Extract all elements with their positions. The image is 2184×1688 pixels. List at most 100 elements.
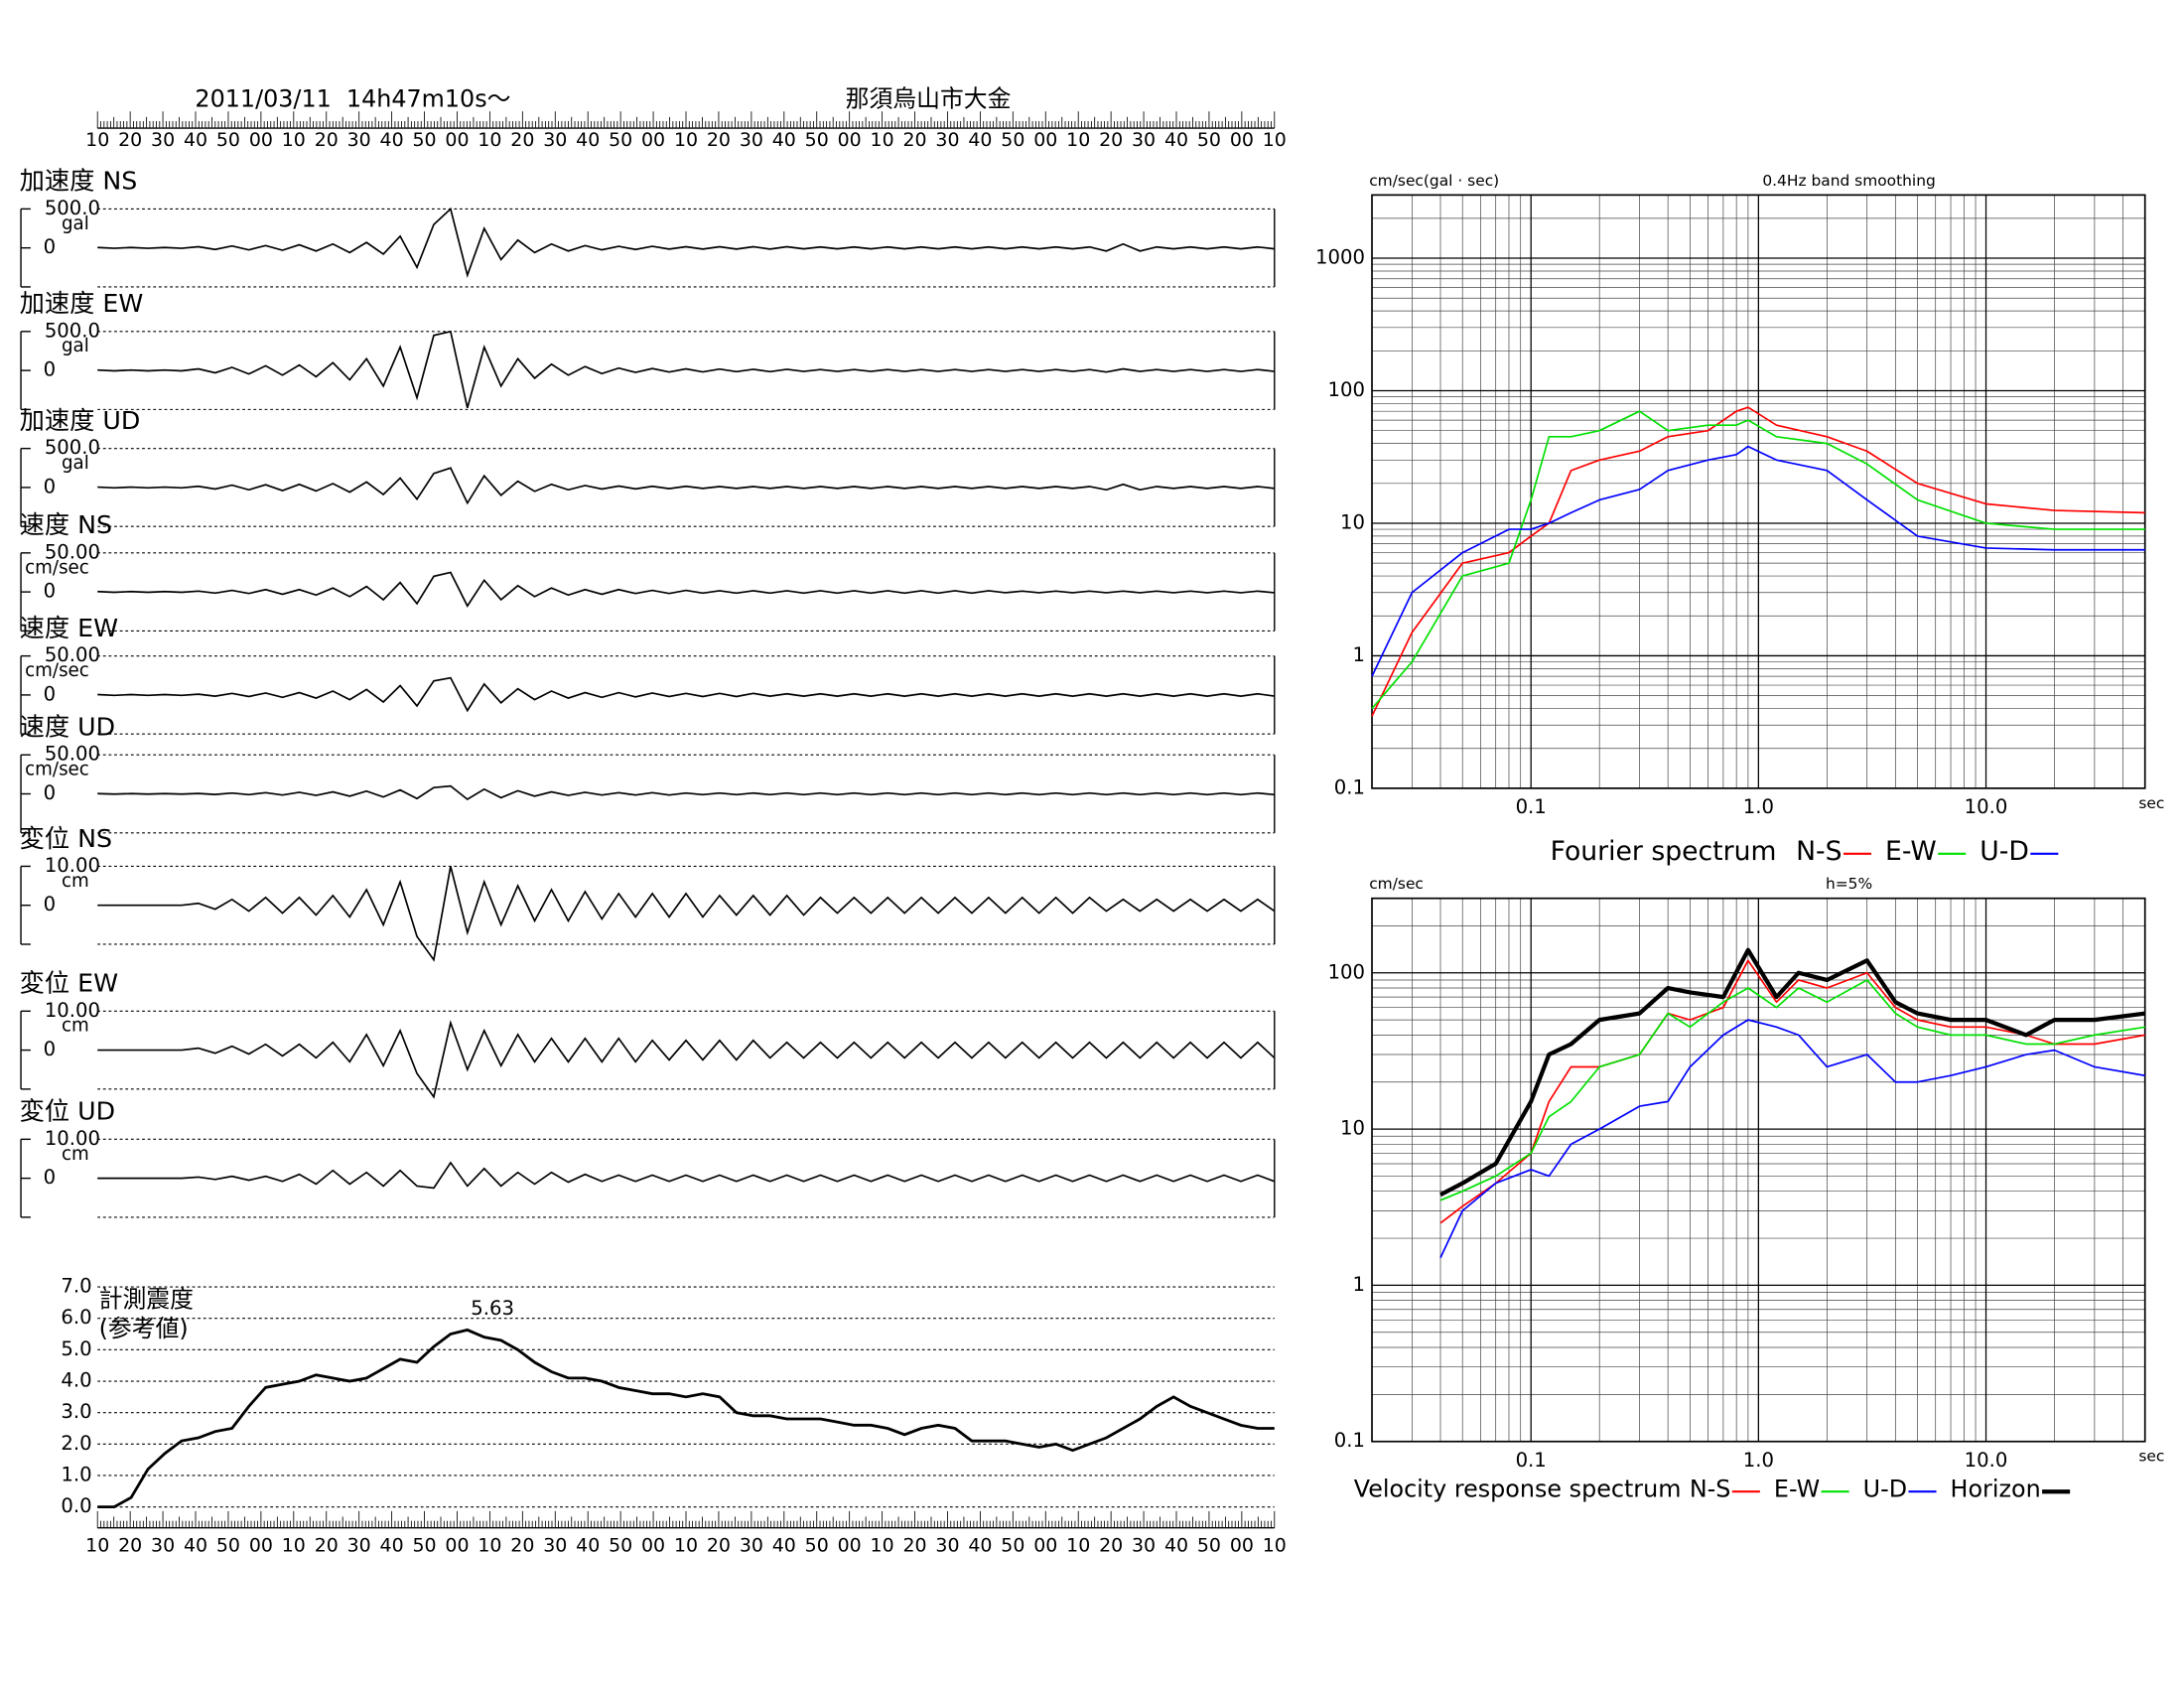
peak-label: 5.63 bbox=[471, 1297, 514, 1320]
trace-unit: cm bbox=[62, 871, 89, 892]
time-label: 20 bbox=[902, 1534, 926, 1556]
time-label: 20 bbox=[118, 129, 142, 151]
trace bbox=[97, 1161, 1276, 1190]
intensity-title: 計測震度 bbox=[99, 1286, 194, 1314]
chart-subtitle: h=5% bbox=[1826, 875, 1872, 893]
spectrum-line bbox=[1371, 410, 2145, 710]
time-label: 20 bbox=[707, 129, 731, 151]
x-tick-label: 1.0 bbox=[1743, 795, 1774, 818]
y-tick-label: 500.0 bbox=[45, 197, 100, 219]
time-label: 10 bbox=[478, 129, 501, 151]
trace-title: 速度 NS bbox=[20, 510, 112, 539]
time-label: 50 bbox=[413, 129, 437, 151]
x-axis-unit: sec bbox=[2138, 794, 2164, 812]
time-label: 20 bbox=[510, 129, 534, 151]
time-label: 10 bbox=[478, 1534, 501, 1556]
trace-title: 加速度 NS bbox=[20, 167, 138, 196]
legend-label: E-W bbox=[1774, 1475, 1820, 1502]
time-label: 20 bbox=[315, 129, 339, 151]
y-tick-label: 0 bbox=[44, 358, 57, 381]
time-label: 20 bbox=[1099, 1534, 1123, 1556]
trace bbox=[97, 866, 1276, 962]
x-axis-unit: sec bbox=[2138, 1448, 2164, 1466]
spectrum-line bbox=[1439, 1019, 2145, 1259]
time-label: 30 bbox=[347, 1534, 371, 1556]
y-tick-label: 100 bbox=[1328, 378, 1365, 401]
y-tick-label: 0 bbox=[44, 580, 57, 603]
time-label: 30 bbox=[1132, 1534, 1156, 1556]
y-tick-label: 7.0 bbox=[61, 1275, 91, 1298]
y-tick-label: 1 bbox=[1352, 1273, 1365, 1296]
time-label: 30 bbox=[543, 1534, 567, 1556]
y-tick-label: 100 bbox=[1328, 960, 1365, 983]
time-label: 10 bbox=[674, 129, 698, 151]
plot-frame bbox=[1371, 897, 2146, 1443]
y-tick-label: 0.1 bbox=[1334, 775, 1365, 798]
time-label: 10 bbox=[1066, 1534, 1090, 1556]
time-label: 20 bbox=[1099, 129, 1123, 151]
trace-unit: cm/sec bbox=[25, 760, 89, 780]
y-tick-label: 50.00 bbox=[45, 540, 100, 563]
legend-label: N-S bbox=[1690, 1475, 1731, 1502]
time-label: 40 bbox=[1164, 1534, 1188, 1556]
time-label: 50 bbox=[413, 1534, 437, 1556]
time-label: 30 bbox=[151, 1534, 175, 1556]
y-tick-label: 10.00 bbox=[45, 854, 100, 877]
intensity-line bbox=[97, 1328, 1275, 1509]
trace-title: 速度 UD bbox=[20, 713, 115, 742]
trace bbox=[97, 784, 1275, 801]
spectrum-line bbox=[1371, 406, 2145, 717]
time-label: 20 bbox=[707, 1534, 731, 1556]
time-label: 10 bbox=[1066, 129, 1090, 151]
trace-title: 速度 EW bbox=[20, 614, 118, 642]
time-label: 50 bbox=[609, 129, 632, 151]
intensity-subtitle: (参考値) bbox=[99, 1315, 189, 1342]
y-tick-label: 5.0 bbox=[61, 1337, 91, 1360]
y-axis-unit: cm/sec(gal · sec) bbox=[1369, 172, 1499, 190]
trace-unit: cm/sec bbox=[25, 557, 89, 578]
y-tick-label: 50.00 bbox=[45, 743, 100, 766]
spectrum-line bbox=[1439, 979, 2145, 1201]
y-tick-label: 1 bbox=[1352, 643, 1365, 666]
time-label: 00 bbox=[1033, 129, 1057, 151]
time-label: 30 bbox=[935, 1534, 959, 1556]
time-label: 50 bbox=[1197, 129, 1221, 151]
time-label: 50 bbox=[609, 1534, 632, 1556]
spectrum-line bbox=[1439, 959, 2145, 1224]
trace-unit: gal bbox=[62, 213, 89, 234]
time-label: 40 bbox=[184, 1534, 207, 1556]
time-label: 00 bbox=[1230, 1534, 1254, 1556]
legend-label: U-D bbox=[1863, 1475, 1907, 1502]
y-tick-label: 0 bbox=[44, 1038, 57, 1060]
time-label: 40 bbox=[968, 129, 992, 151]
legend-label: N-S bbox=[1796, 836, 1842, 867]
time-label: 30 bbox=[543, 129, 567, 151]
trace-title: 変位 EW bbox=[20, 969, 118, 998]
trace-title: 変位 NS bbox=[20, 824, 112, 853]
time-label: 30 bbox=[935, 129, 959, 151]
y-tick-label: 6.0 bbox=[61, 1306, 91, 1329]
time-label: 10 bbox=[1263, 1534, 1287, 1556]
time-label: 10 bbox=[871, 129, 894, 151]
y-axis-unit: cm/sec bbox=[1369, 875, 1424, 893]
time-label: 40 bbox=[576, 129, 600, 151]
y-tick-label: 4.0 bbox=[61, 1369, 91, 1392]
x-tick-label: 10.0 bbox=[1965, 795, 2008, 818]
y-tick-label: 0.0 bbox=[61, 1494, 91, 1517]
time-label: 50 bbox=[216, 129, 240, 151]
trace-unit: gal bbox=[62, 453, 89, 474]
trace-title: 変位 UD bbox=[20, 1097, 115, 1126]
y-tick-label: 0 bbox=[44, 781, 57, 804]
trace bbox=[97, 676, 1275, 713]
trace bbox=[97, 467, 1275, 505]
y-tick-label: 50.00 bbox=[45, 643, 100, 666]
legend-label: U-D bbox=[1979, 836, 2029, 867]
trace bbox=[97, 571, 1275, 608]
y-tick-label: 0 bbox=[44, 235, 57, 258]
trace-unit: cm bbox=[62, 1144, 89, 1165]
y-tick-label: 10 bbox=[1340, 510, 1365, 533]
time-label: 00 bbox=[445, 129, 469, 151]
